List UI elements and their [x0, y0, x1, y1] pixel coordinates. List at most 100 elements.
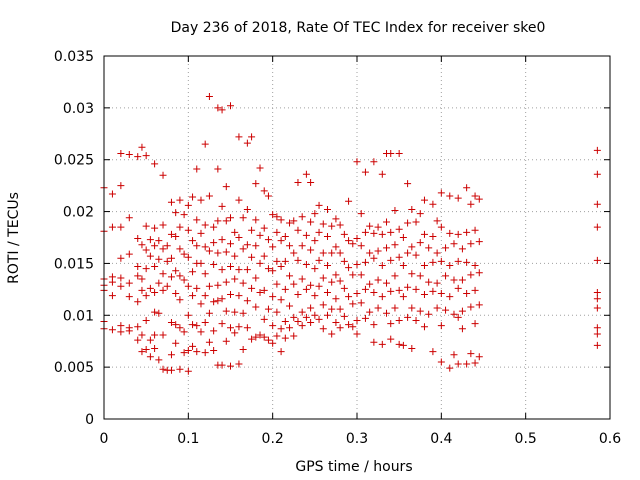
data-point [277, 296, 285, 304]
data-point [412, 251, 420, 259]
data-point [319, 220, 327, 228]
data-point [151, 344, 159, 352]
data-point [243, 139, 251, 147]
chart-title: Day 236 of 2018, Rate Of TEC Index for r… [171, 20, 546, 36]
data-point [433, 249, 441, 257]
data-point [471, 320, 479, 328]
data-point [323, 205, 331, 213]
data-point [353, 290, 361, 298]
data-point [243, 241, 251, 249]
data-point [117, 322, 125, 330]
data-point [307, 319, 315, 327]
data-point [117, 274, 125, 282]
data-point [290, 249, 298, 257]
data-point [235, 266, 243, 274]
data-point [205, 282, 213, 290]
data-point [222, 278, 230, 286]
data-point [117, 182, 125, 190]
data-point [437, 257, 445, 265]
data-point [315, 201, 323, 209]
data-point [370, 288, 378, 296]
data-point [273, 228, 281, 236]
data-point [378, 340, 386, 348]
data-point [353, 330, 361, 338]
data-point [387, 320, 395, 328]
data-point [315, 282, 323, 290]
data-point [378, 262, 386, 270]
data-point [281, 232, 289, 240]
data-point [159, 270, 167, 278]
data-point [315, 315, 323, 323]
data-point [248, 226, 256, 234]
y-tick-label: 0 [85, 412, 94, 428]
data-point [593, 223, 601, 231]
data-point [138, 286, 146, 294]
y-tick-label: 0.03 [63, 101, 94, 117]
data-point [374, 223, 382, 231]
data-point [370, 254, 378, 262]
data-point [138, 143, 146, 151]
data-point [235, 234, 243, 241]
data-point [252, 303, 260, 311]
data-point [383, 309, 391, 317]
data-point [437, 189, 445, 197]
data-point [159, 221, 167, 229]
data-point [454, 257, 462, 265]
data-point [248, 253, 256, 261]
data-point [252, 274, 260, 282]
data-point [146, 236, 154, 244]
data-point [210, 239, 218, 247]
data-point [374, 276, 382, 284]
data-point [366, 308, 374, 316]
data-point [336, 305, 344, 313]
data-point [252, 216, 260, 224]
data-point [210, 260, 218, 268]
data-point [210, 298, 218, 306]
data-point [404, 313, 412, 321]
data-point [463, 184, 471, 192]
data-point [311, 210, 319, 218]
data-point [357, 299, 365, 307]
data-point [210, 327, 218, 335]
data-point [142, 152, 150, 160]
data-point [205, 192, 213, 200]
data-point [235, 196, 243, 204]
data-point [395, 340, 403, 348]
data-point [412, 285, 420, 293]
data-point [366, 249, 374, 257]
data-point [467, 200, 475, 208]
data-point [315, 228, 323, 236]
data-point [286, 272, 294, 280]
data-point [475, 269, 483, 277]
data-point [201, 243, 209, 251]
data-point [399, 293, 407, 301]
data-point [117, 254, 125, 262]
data-point [286, 219, 294, 227]
data-point [260, 252, 268, 260]
data-point [151, 288, 159, 296]
data-point [243, 324, 251, 332]
data-point [193, 348, 201, 356]
data-point [256, 259, 264, 267]
data-point [593, 146, 601, 154]
data-point [134, 298, 142, 306]
data-point [239, 245, 247, 253]
data-point [361, 228, 369, 236]
data-point [340, 284, 348, 292]
data-point [108, 190, 116, 198]
data-point [302, 170, 310, 178]
data-point [264, 305, 272, 313]
data-point [180, 328, 188, 336]
data-point [146, 353, 154, 361]
data-point [433, 279, 441, 287]
data-point [298, 308, 306, 316]
data-point [332, 319, 340, 327]
data-point [420, 323, 428, 331]
data-point [437, 223, 445, 231]
data-point [273, 280, 281, 288]
data-point [450, 240, 458, 248]
data-point [471, 192, 479, 200]
data-point [416, 307, 424, 315]
